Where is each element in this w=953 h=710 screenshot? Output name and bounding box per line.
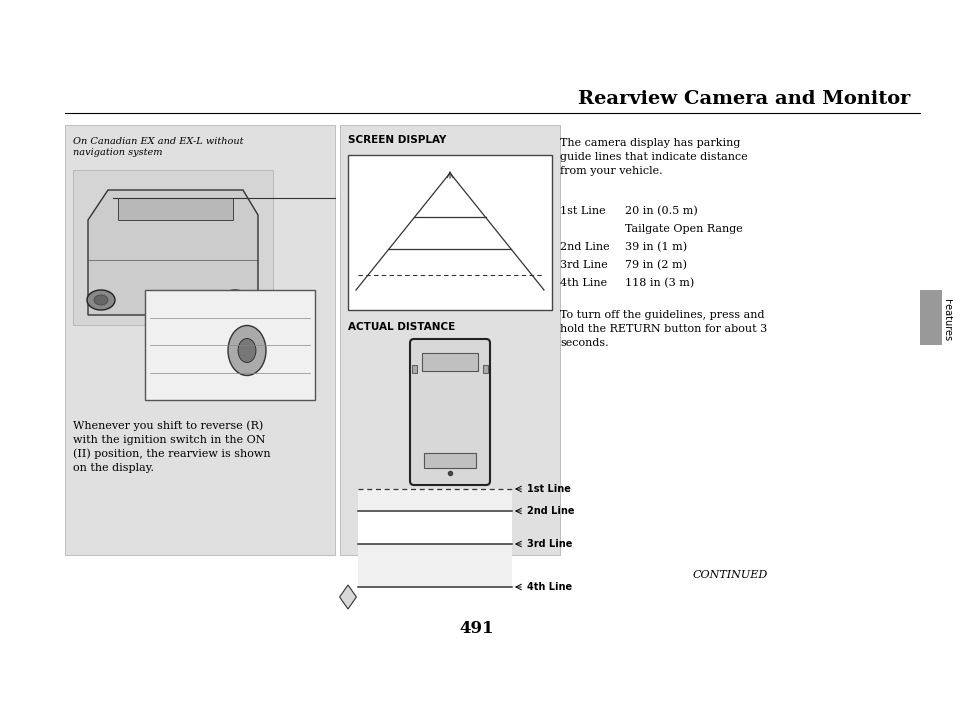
FancyBboxPatch shape — [410, 339, 490, 485]
Text: ACTUAL DISTANCE: ACTUAL DISTANCE — [348, 322, 455, 332]
Bar — [412, 365, 416, 373]
Bar — [357, 544, 512, 587]
Bar — [118, 198, 233, 220]
Text: Whenever you shift to reverse (R)
with the ignition switch in the ON
(II) positi: Whenever you shift to reverse (R) with t… — [73, 420, 271, 474]
Ellipse shape — [228, 325, 266, 376]
Text: The camera display has parking
guide lines that indicate distance
from your vehi: The camera display has parking guide lin… — [559, 138, 747, 176]
Text: On Canadian EX and EX-L without
navigation system: On Canadian EX and EX-L without navigati… — [73, 137, 243, 157]
Text: 1st Line: 1st Line — [526, 484, 570, 494]
Text: 1st Line: 1st Line — [559, 206, 605, 216]
Text: Rearview Camera and Monitor: Rearview Camera and Monitor — [577, 90, 909, 108]
Bar — [73, 170, 273, 325]
Bar — [65, 125, 335, 555]
Bar — [339, 125, 559, 555]
Bar — [421, 353, 477, 371]
Text: Tailgate Open Range: Tailgate Open Range — [624, 224, 742, 234]
Ellipse shape — [94, 295, 108, 305]
Text: 2nd Line: 2nd Line — [559, 242, 609, 252]
Text: To turn off the guidelines, press and
hold the RETURN button for about 3
seconds: To turn off the guidelines, press and ho… — [559, 310, 766, 348]
Text: CONTINUED: CONTINUED — [692, 570, 767, 580]
Bar — [423, 453, 476, 468]
Bar — [145, 290, 314, 400]
Text: Features: Features — [941, 299, 951, 341]
Ellipse shape — [237, 339, 255, 363]
Ellipse shape — [87, 290, 115, 310]
Text: SCREEN DISPLAY: SCREEN DISPLAY — [348, 135, 446, 145]
Polygon shape — [339, 585, 356, 609]
Ellipse shape — [228, 295, 242, 305]
Text: 79 in (2 m): 79 in (2 m) — [624, 260, 686, 271]
Text: 3rd Line: 3rd Line — [526, 539, 572, 549]
Text: 118 in (3 m): 118 in (3 m) — [624, 278, 694, 288]
Ellipse shape — [221, 290, 249, 310]
Text: 4th Line: 4th Line — [559, 278, 606, 288]
Text: 3rd Line: 3rd Line — [559, 260, 607, 270]
Text: 4th Line: 4th Line — [526, 582, 572, 592]
Bar — [482, 365, 488, 373]
Bar — [357, 511, 512, 544]
Bar — [919, 290, 941, 345]
Bar — [348, 155, 552, 310]
Text: 2nd Line: 2nd Line — [526, 506, 574, 516]
Polygon shape — [88, 190, 257, 315]
Text: 20 in (0.5 m): 20 in (0.5 m) — [624, 206, 697, 217]
Text: 39 in (1 m): 39 in (1 m) — [624, 242, 686, 252]
Text: 491: 491 — [459, 620, 494, 637]
Bar — [357, 489, 512, 511]
